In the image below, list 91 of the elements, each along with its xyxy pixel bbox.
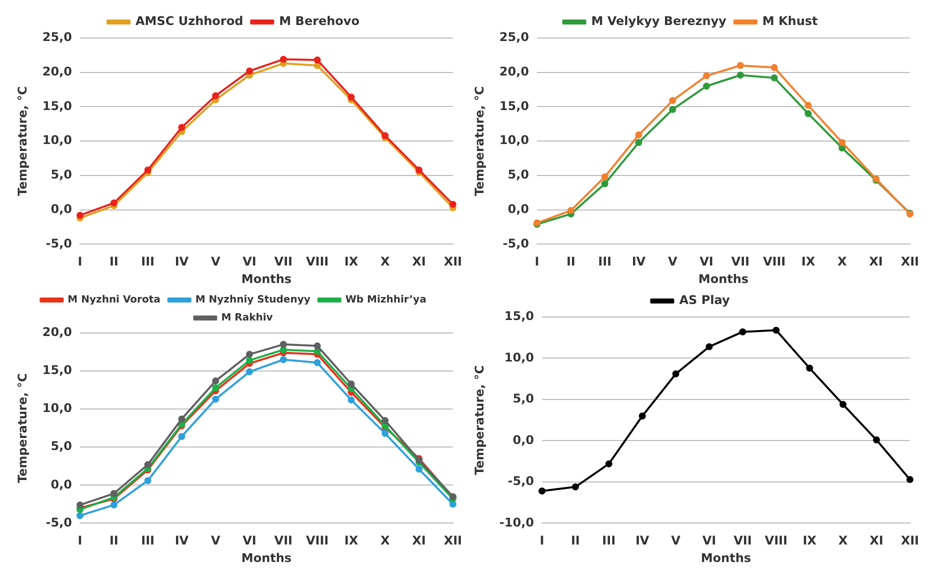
y-tick-label: 5,0 [508,168,530,182]
x-tick-label: V [671,534,682,548]
y-tick-label: -5,0 [46,236,72,250]
legend-label: M Nyzhni Vorota [68,294,160,306]
x-tick-label: XII [444,534,462,548]
legend-label: M Nyzhniy Studenyy [195,294,311,306]
y-tick-label: 20,0 [42,325,72,340]
x-tick-label: VIII [306,254,329,269]
y-tick-label: 25,0 [42,30,72,44]
x-tick-label: X [380,254,390,269]
x-axis-title: Months [698,272,749,286]
x-tick-label: X [838,534,848,548]
x-tick-label: VI [700,254,714,269]
y-tick-label: 10,0 [499,133,530,148]
x-tick-label: IV [635,534,650,548]
x-tick-label: XII [900,534,920,548]
x-tick-label: III [598,254,612,269]
y-tick-label: 10,0 [42,133,72,148]
y-tick-label: 15,0 [499,98,530,113]
x-tick-label: VI [242,534,256,548]
y-tick-label: -5,0 [502,236,530,250]
x-tick-label: V [210,534,221,548]
x-tick-label: XI [869,254,883,269]
y-tick-label: 5,0 [512,392,534,406]
x-tick-label: IV [632,254,646,269]
x-tick-label: II [566,254,576,269]
y-tick-label: -5,0 [46,515,72,530]
x-tick-label: I [78,534,82,548]
y-tick-label: -5,0 [508,474,534,488]
x-tick-label: XI [870,534,884,548]
x-tick-label: II [109,254,118,269]
x-tick-label: III [141,534,155,548]
x-tick-label: IV [174,254,190,269]
x-tick-label: I [78,254,82,269]
x-axis-title: Months [241,272,292,286]
x-tick-label: IV [174,534,190,548]
x-tick-label: VIII [306,534,329,548]
x-tick-label: VI [242,254,256,269]
y-tick-label: 25,0 [499,30,530,44]
x-tick-label: X [380,534,390,548]
y-tick-label: 0,0 [50,477,72,492]
x-tick-label: III [602,534,616,548]
x-tick-label: II [109,534,118,548]
x-tick-label: VI [702,534,716,548]
legend-label: M Rakhiv [221,312,274,324]
x-tick-label: X [837,254,848,269]
x-tick-label: IX [344,534,359,548]
y-axis-title: Temperature, °C [472,364,486,476]
legend-label: M Khust [762,14,818,28]
y-tick-label: 0,0 [508,202,530,216]
y-tick-label: 0,0 [50,202,72,216]
x-tick-label: V [210,254,221,269]
legend-label: AS Play [679,293,730,308]
y-axis-title: Temperature, °C [15,86,30,196]
legend-label: M Velykyy Bereznyy [591,14,727,28]
x-tick-label: IX [344,254,359,269]
x-tick-label: VIII [764,534,788,548]
x-tick-label: XII [444,254,462,269]
y-axis-title: Temperature, °C [472,86,486,196]
y-tick-label: -10,0 [499,515,534,530]
x-tick-label: II [570,534,580,548]
x-axis-title: Months [700,550,752,565]
y-tick-label: 15,0 [42,363,72,378]
x-tick-label: IX [802,534,818,548]
x-tick-label: VII [734,534,752,548]
legend-label: AMSC Uzhhorod [136,14,244,28]
x-axis-title: Months [241,550,292,565]
x-tick-label: XI [412,534,426,548]
x-tick-label: IX [801,254,816,269]
x-tick-label: III [141,254,155,269]
y-axis-title: Temperature, °C [15,372,30,484]
y-tick-label: 20,0 [42,64,72,78]
x-tick-label: VIII [762,254,786,269]
x-tick-label: V [668,254,678,269]
y-tick-label: 10,0 [504,350,534,364]
y-tick-label: 15,0 [42,98,72,113]
y-tick-label: 5,0 [50,439,72,454]
x-tick-label: VII [274,254,293,269]
x-tick-label: XII [900,254,920,269]
x-tick-label: I [540,534,544,548]
y-tick-label: 0,0 [512,432,534,447]
y-tick-label: 20,0 [499,64,530,78]
x-tick-label: I [534,254,540,269]
y-tick-label: 5,0 [50,168,72,182]
y-tick-label: 10,0 [42,401,72,416]
legend-label: Wb Mizhhir’ya [345,294,426,306]
x-tick-label: XI [412,254,426,269]
legend-label: M Berehovo [279,14,360,28]
y-tick-label: 15,0 [504,309,534,324]
x-tick-label: VII [731,254,750,269]
x-tick-label: VII [274,534,293,548]
